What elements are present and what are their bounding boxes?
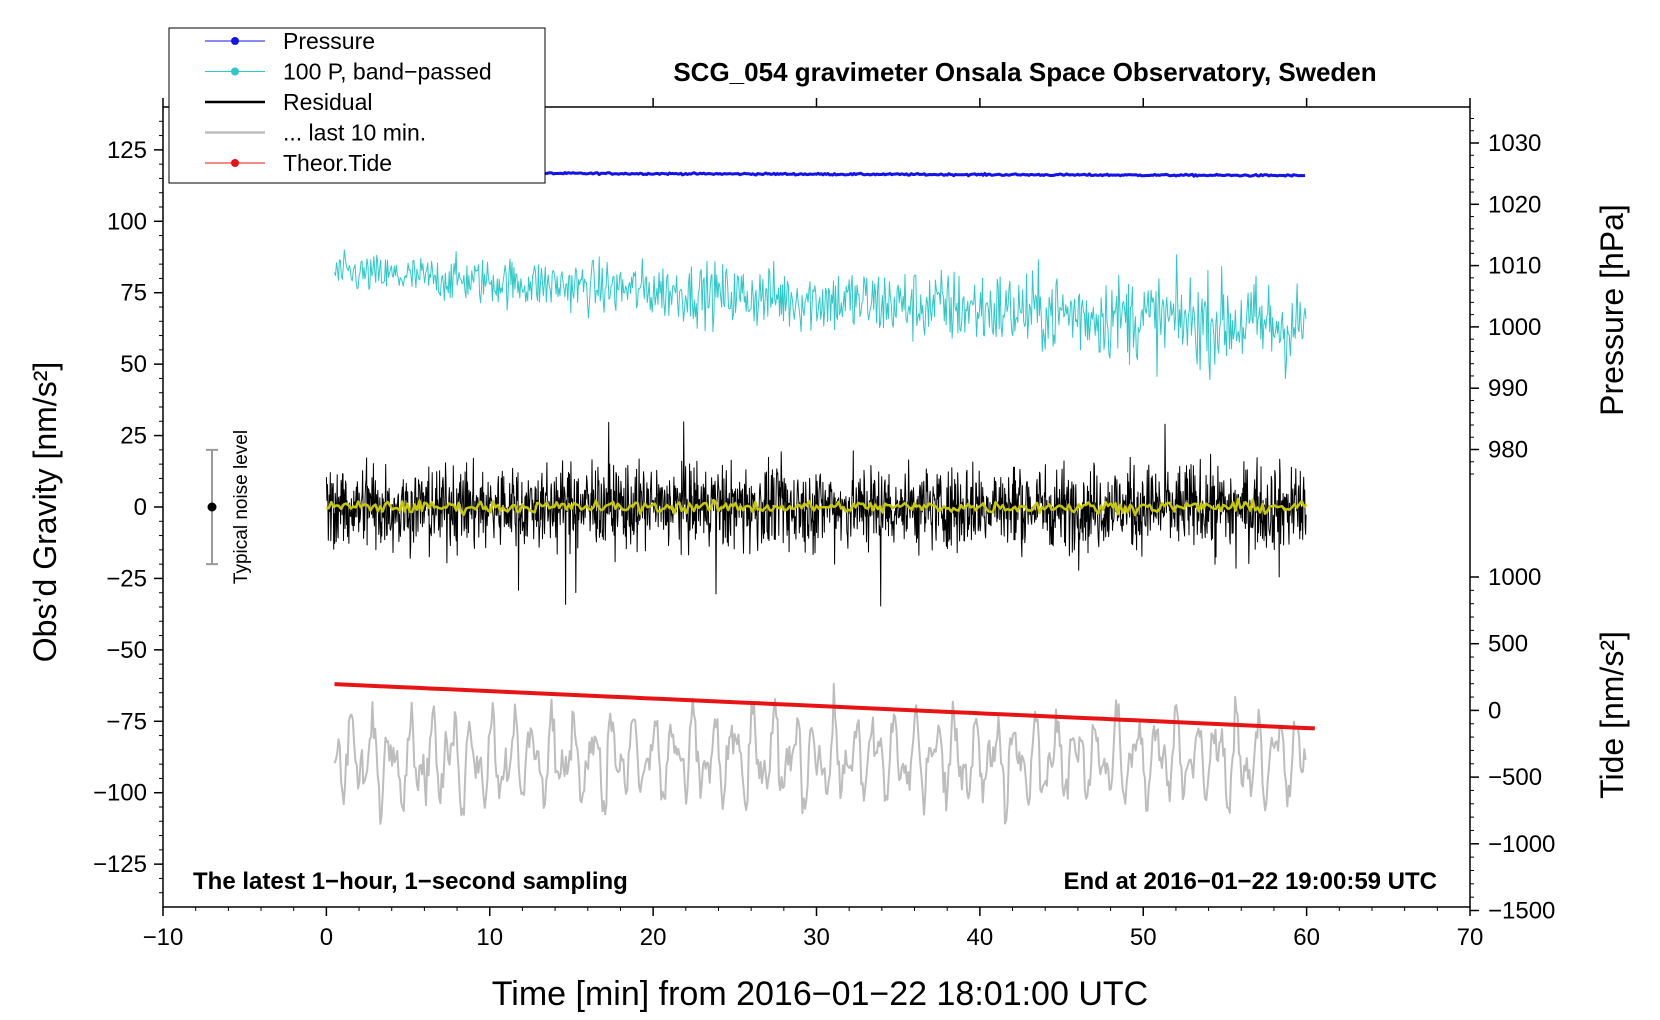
pressure-tick-label: 1010	[1488, 253, 1541, 280]
series-layer	[325, 170, 1315, 825]
legend-marker	[231, 37, 239, 45]
noise-level-label: Typical noise level	[231, 430, 252, 584]
y-tick-label: −100	[93, 780, 147, 807]
y-tick-label: −25	[106, 565, 147, 592]
chart-title: SCG_054 gravimeter Onsala Space Observat…	[673, 57, 1376, 87]
legend: Pressure 100 P, band−passed Residual ... la…	[168, 27, 546, 184]
y-tick-label: −125	[93, 851, 147, 878]
x-tick-label: 0	[320, 924, 333, 951]
tide-axis-title: Tide [nm/s²]	[1594, 631, 1630, 799]
x-tick-label: 30	[803, 924, 830, 951]
tide-tick-label: 500	[1488, 631, 1528, 658]
annotation-end-time: End at 2016−01−22 19:00:59 UTC	[1063, 868, 1437, 895]
x-tick-label: 70	[1457, 924, 1484, 951]
legend-marker	[231, 67, 239, 76]
x-axis-title: Time [min] from 2016−01−22 18:01:00 UTC	[492, 975, 1148, 1013]
x-tick-label: 10	[476, 924, 503, 951]
y-axis-title: Obs’d Gravity [nm/s²]	[27, 362, 63, 663]
tide-tick-label: −500	[1488, 764, 1542, 791]
bandpassed-pressure-series	[334, 249, 1307, 381]
pressure-tick-label: 1020	[1488, 191, 1541, 218]
theoretical-tide-series	[334, 682, 1315, 731]
tide-tick-label: 1000	[1488, 564, 1541, 591]
pressure-axis-title: Pressure [hPa]	[1594, 204, 1630, 416]
noise-indicator: Typical noise level	[206, 430, 252, 584]
legend-box	[168, 27, 546, 184]
y-tick-label: 100	[107, 208, 147, 235]
x-tick-label: 20	[640, 924, 667, 951]
y-tick-label: 50	[120, 351, 147, 378]
tide-tick-label: 0	[1488, 697, 1501, 724]
x-tick-label: −10	[143, 924, 184, 951]
axis-layer: −10 0 10 20 30 40 50 60 701251007550250−25−50−75…	[93, 98, 1555, 951]
pressure-tick-label: 990	[1488, 375, 1528, 402]
annotation-sampling: The latest 1−hour, 1−second sampling	[193, 868, 628, 895]
y-tick-label: −50	[106, 637, 147, 664]
legend-label: Theor.Tide	[283, 150, 392, 176]
noise-center-dot	[207, 502, 217, 512]
legend-label: 100 P, band−passed	[283, 59, 492, 85]
legend-marker	[231, 159, 239, 167]
y-tick-label: 0	[134, 494, 147, 521]
legend-label: Residual	[283, 89, 373, 115]
pressure-tick-label: 1000	[1488, 314, 1541, 341]
pressure-tick-label: 1030	[1488, 130, 1541, 157]
legend-label: Pressure	[283, 28, 375, 54]
residual-smoothed-series	[326, 497, 1308, 517]
last-10-min-series	[333, 682, 1307, 825]
y-tick-label: 125	[107, 137, 147, 164]
y-tick-label: 25	[120, 423, 147, 450]
legend-label: ... last 10 min.	[283, 120, 426, 146]
x-tick-label: 50	[1130, 924, 1157, 951]
tide-tick-label: −1000	[1488, 831, 1555, 858]
y-tick-label: −75	[106, 708, 147, 735]
tide-tick-label: −1500	[1488, 898, 1555, 925]
pressure-tick-label: 980	[1488, 437, 1528, 464]
x-tick-label: 40	[967, 924, 994, 951]
residual-series	[325, 421, 1307, 607]
x-tick-label: 60	[1293, 924, 1320, 951]
y-tick-label: 75	[120, 280, 147, 307]
